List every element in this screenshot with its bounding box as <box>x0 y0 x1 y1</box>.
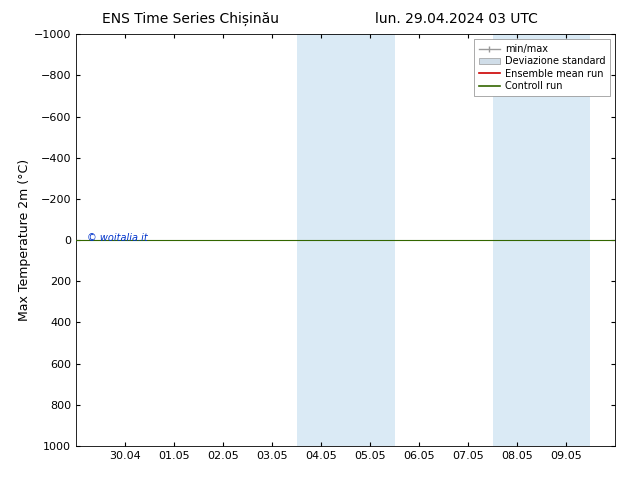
Bar <box>297 34 394 446</box>
Text: © woitalia.it: © woitalia.it <box>87 233 148 243</box>
Text: lun. 29.04.2024 03 UTC: lun. 29.04.2024 03 UTC <box>375 12 538 26</box>
Text: ENS Time Series Chișinău: ENS Time Series Chișinău <box>101 12 279 26</box>
Legend: min/max, Deviazione standard, Ensemble mean run, Controll run: min/max, Deviazione standard, Ensemble m… <box>474 39 610 96</box>
Y-axis label: Max Temperature 2m (°C): Max Temperature 2m (°C) <box>18 159 31 321</box>
Bar <box>493 34 590 446</box>
